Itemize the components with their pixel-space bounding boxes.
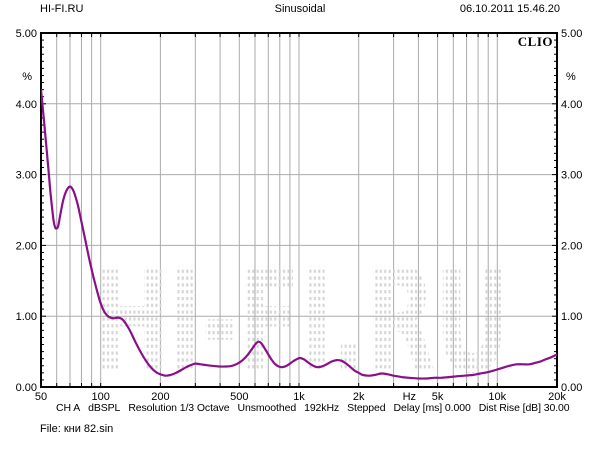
status-resolution: Resolution 1/3 Octave — [128, 402, 230, 414]
y-axis-label-left: 4.00 — [16, 99, 37, 111]
x-axis-label: Hz — [403, 391, 416, 403]
y-axis-unit-right: % — [566, 71, 576, 83]
status-channel: CH A — [56, 402, 81, 414]
status-units: dBSPL — [88, 402, 121, 414]
x-axis-label: 20k — [548, 391, 566, 403]
status-samplerate: 192kHz — [304, 402, 340, 414]
y-axis-label-left: 3.00 — [16, 170, 37, 182]
y-axis-label-left: 5.00 — [16, 28, 37, 40]
status-mode: Stepped — [347, 402, 386, 414]
brand-label: HI-FI.RU — [40, 3, 84, 15]
x-axis-label: 2k — [353, 391, 365, 403]
distortion-curve — [41, 88, 557, 380]
file-name-label: File: кни 82.sin — [40, 423, 114, 435]
y-axis-label-right: 5.00 — [561, 28, 582, 40]
status-delay: Delay [ms] 0.000 — [393, 402, 471, 414]
x-axis-label: 500 — [230, 391, 248, 403]
x-axis-label: 200 — [151, 391, 169, 403]
watermark: HI-FI.RU — [92, 237, 510, 406]
x-axis-label: 50 — [35, 391, 47, 403]
y-axis-label-left: 2.00 — [16, 240, 37, 252]
x-axis-label: 1k — [293, 391, 305, 403]
page-title: Sinusoidal — [274, 3, 326, 15]
y-axis-label-right: 1.00 — [561, 311, 582, 323]
y-axis-label-left: 1.00 — [16, 311, 37, 323]
status-bar: CH A dBSPL Resolution 1/3 Octave Unsmoot… — [56, 402, 596, 414]
plot-frame — [40, 32, 558, 388]
y-axis-label-left: 0.00 — [16, 382, 37, 394]
y-axis-label-right: 0.00 — [561, 382, 582, 394]
y-axis-label-right: 4.00 — [561, 99, 582, 111]
y-axis-unit-left: % — [22, 71, 32, 83]
x-axis-label: 10k — [488, 391, 506, 403]
datetime-label: 06.10.2011 15.46.20 — [459, 3, 560, 15]
y-axis-label-right: 3.00 — [561, 170, 582, 182]
watermark-text: HI-FI.RU — [92, 237, 508, 406]
y-axis-label-right: 2.00 — [561, 240, 582, 252]
status-smoothing: Unsmoothed — [237, 402, 297, 414]
x-axis-label: 100 — [92, 391, 110, 403]
clio-logo: CLIO — [518, 34, 553, 49]
header-bar: HI-FI.RU Sinusoidal 06.10.2011 15.46.20 — [0, 3, 600, 19]
status-dist-rise: Dist Rise [dB] 30.00 — [478, 402, 570, 414]
x-axis-label: 5k — [432, 391, 444, 403]
